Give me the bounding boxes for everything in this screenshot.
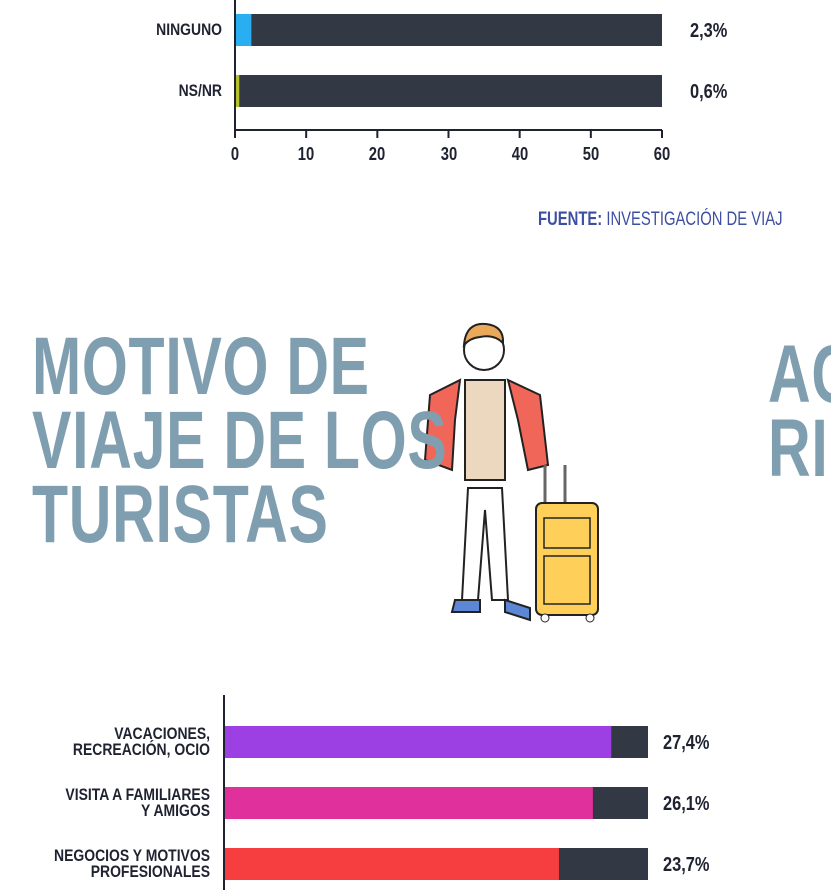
- source-text: INVESTIGACIÓN DE VIAJ: [606, 209, 783, 230]
- x-tick-label: 0: [230, 144, 240, 164]
- x-tick-label: 60: [653, 144, 671, 164]
- source: FUENTE: INVESTIGACIÓN DE VIAJ: [538, 209, 783, 231]
- x-tick-label: 50: [582, 144, 600, 164]
- value-label: 23,7%: [663, 854, 710, 876]
- bar: [235, 14, 252, 46]
- category-label: VISITA A FAMILIARES Y AMIGOS: [65, 785, 210, 820]
- source-label: FUENTE:: [538, 209, 603, 230]
- x-tick-label: 30: [440, 144, 457, 164]
- bar: [224, 787, 593, 819]
- x-tick-label: 40: [511, 144, 528, 164]
- side-heading: AC RI: [768, 329, 831, 494]
- heading: MOTIVO DE VIAJE DE LOS TURISTAS: [32, 321, 448, 560]
- bar: [235, 75, 240, 107]
- category-label: NINGUNO: [156, 20, 222, 39]
- x-tick-label: 10: [297, 144, 315, 164]
- bar: [224, 848, 559, 880]
- value-label: 2,3%: [690, 20, 728, 42]
- value-label: 0,6%: [690, 81, 728, 103]
- category-label: VACACIONES, RECREACIÓN, OCIO: [72, 724, 210, 759]
- illustration: [423, 322, 599, 623]
- value-label: 27,4%: [663, 732, 710, 754]
- x-tick-label: 20: [369, 144, 386, 164]
- bar-track: [235, 75, 662, 107]
- category-label: NS/NR: [178, 81, 222, 100]
- category-label: NEGOCIOS Y MOTIVOS PROFESIONALES: [54, 846, 210, 881]
- bar-track: [235, 14, 662, 46]
- bar: [224, 726, 612, 758]
- value-label: 26,1%: [663, 793, 710, 815]
